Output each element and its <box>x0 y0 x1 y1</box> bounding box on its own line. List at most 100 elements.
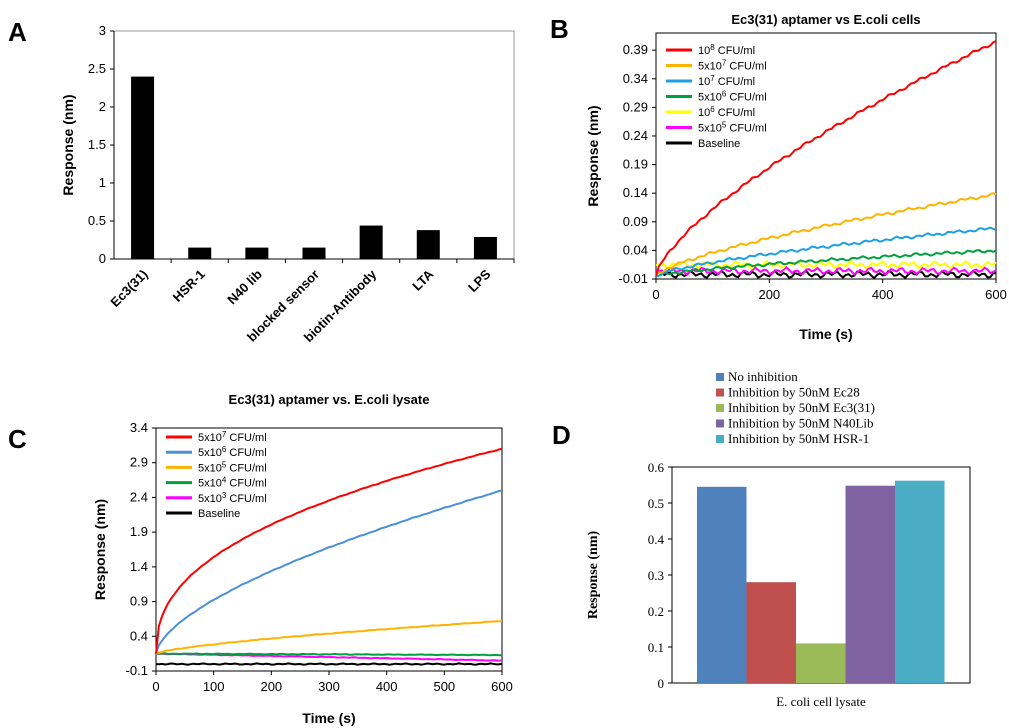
legend-label-0-exponent: 7 <box>222 430 227 439</box>
x-tick-label: 300 <box>318 679 340 694</box>
panel-label-c: C <box>8 424 27 454</box>
legend-label-2-unit: CFU/ml <box>715 76 755 88</box>
series-line-2 <box>655 226 997 277</box>
y-tick-label: 0.34 <box>623 71 648 86</box>
legend-label-4-unit: CFU/ml <box>715 107 755 119</box>
legend-label-4-base: 10 <box>698 107 710 119</box>
y-tick-label: 0 <box>99 251 106 266</box>
x-tick-label: 600 <box>985 287 1007 302</box>
legend-label-3-exponent: 6 <box>722 90 727 99</box>
legend-label-1-base: 5x10 <box>198 447 222 459</box>
legend-label-0-unit: CFU/ml <box>715 45 755 57</box>
legend-label-2-base: 5x10 <box>198 462 222 474</box>
plot-frame <box>655 32 997 280</box>
y-tick-label: 0.9 <box>130 594 148 609</box>
bar-1 <box>746 582 796 683</box>
bar-3 <box>302 247 326 259</box>
legend-label-3-unit: CFU/ml <box>226 478 266 490</box>
legend-label-1-base: 5x10 <box>698 61 722 73</box>
panel-label-a: A <box>8 17 27 47</box>
bar-3 <box>845 485 895 683</box>
series-line-3 <box>155 652 503 657</box>
x-category-label: LTA <box>409 266 437 294</box>
x-category-label: Ec3(31) <box>107 267 150 310</box>
y-tick-label: -0.1 <box>126 663 148 678</box>
legend-label-5-unit: CFU/ml <box>726 123 766 135</box>
y-axis-title: Response (nm) <box>585 105 601 206</box>
legend-swatch-1 <box>716 388 724 397</box>
y-tick-label: 2.9 <box>130 455 148 470</box>
y-tick-label: 2.5 <box>88 61 106 76</box>
legend-label-3-exponent: 4 <box>222 476 227 485</box>
y-axis-title: Response (nm) <box>60 94 76 195</box>
y-tick-label: 0.14 <box>623 185 648 200</box>
x-axis-title: Time (s) <box>302 710 355 726</box>
y-tick-label: 0.3 <box>648 568 664 583</box>
x-tick-label: 400 <box>872 287 894 302</box>
x-axis-title: Time (s) <box>799 326 852 342</box>
series-line-3 <box>655 249 997 277</box>
y-tick-label: 1.4 <box>130 559 148 574</box>
y-tick-label: 0.6 <box>648 460 665 475</box>
legend-label-0-unit: CFU/ml <box>226 432 266 444</box>
y-tick-label: 2 <box>99 99 106 114</box>
y-axis-title: Response (nm) <box>586 531 601 620</box>
x-tick-label: 0 <box>652 287 659 302</box>
legend-swatch-4 <box>716 435 724 443</box>
y-tick-label: 0.1 <box>648 640 664 655</box>
legend-label-4-exponent: 3 <box>222 491 227 500</box>
x-axis-title: E. coli cell lysate <box>776 694 866 709</box>
y-tick-label: 0.5 <box>88 213 106 228</box>
legend-label-0-base: 10 <box>698 45 710 57</box>
legend-label-2: 5x105 CFU/ml <box>198 460 267 474</box>
legend-label-3-base: 5x10 <box>198 478 222 490</box>
x-tick-label: 400 <box>376 679 398 694</box>
legend-label-6-base: Baseline <box>698 138 740 150</box>
x-category-label: LPS <box>465 266 494 295</box>
legend-label-1-exponent: 6 <box>222 445 227 454</box>
panel-label-b: B <box>550 14 569 44</box>
legend-label-2-exponent: 7 <box>710 74 715 83</box>
legend-swatch-0 <box>716 373 724 381</box>
bar-0 <box>131 76 155 259</box>
bar-4 <box>895 480 945 683</box>
legend-label-4: 106 CFU/ml <box>698 105 755 119</box>
y-tick-label: 2.4 <box>130 489 148 504</box>
y-tick-label: 0.39 <box>623 42 648 57</box>
y-tick-label: 1 <box>99 175 106 190</box>
series-line-2 <box>155 620 502 655</box>
bar-2 <box>796 643 846 683</box>
legend-label-4-base: 5x10 <box>198 493 222 505</box>
x-tick-label: 200 <box>758 287 780 302</box>
bar-4 <box>359 225 383 259</box>
series-line-0 <box>655 40 997 277</box>
bar-0 <box>697 486 747 683</box>
legend-label-1: 5x106 CFU/ml <box>198 445 267 459</box>
legend-label-2-base: 10 <box>698 76 710 88</box>
y-tick-label: 0.24 <box>623 128 648 143</box>
chart-c: -0.1 0.4 0.9 1.4 1.9 2.4 2.9 3.4 0 100 200 300 400 50… <box>92 392 513 726</box>
bar-2 <box>245 247 269 259</box>
y-tick-label: 1.9 <box>130 524 148 539</box>
legend-label-2: Inhibition by 50nM Ec3(31) <box>728 400 875 415</box>
y-tick-label: 0.4 <box>648 532 665 547</box>
y-tick-label: 3 <box>99 23 106 38</box>
legend-label-0: 108 CFU/ml <box>698 43 755 57</box>
legend-label-5: 5x105 CFU/ml <box>698 121 767 135</box>
legend-label-1: Inhibition by 50nM Ec28 <box>728 385 860 400</box>
y-tick-label: 0.5 <box>648 496 664 511</box>
y-tick-label: 0.19 <box>623 157 648 172</box>
legend-label-0: No inhibition <box>728 369 798 384</box>
panel-label-d: D <box>552 420 571 450</box>
series-line-1 <box>155 489 503 654</box>
legend-label-3: Inhibition by 50nM N40Lib <box>728 416 874 431</box>
legend-label-4: Inhibition by 50nM HSR-1 <box>728 431 869 446</box>
legend-swatch-3 <box>716 419 724 428</box>
x-tick-label: 600 <box>491 679 513 694</box>
chart-title: Ec3(31) aptamer vs. E.coli lysate <box>229 392 430 407</box>
legend-label-5-base: Baseline <box>198 508 240 520</box>
legend-label-2: 107 CFU/ml <box>698 74 755 88</box>
legend-label-0: 5x107 CFU/ml <box>198 430 267 444</box>
bar-6 <box>473 236 497 259</box>
